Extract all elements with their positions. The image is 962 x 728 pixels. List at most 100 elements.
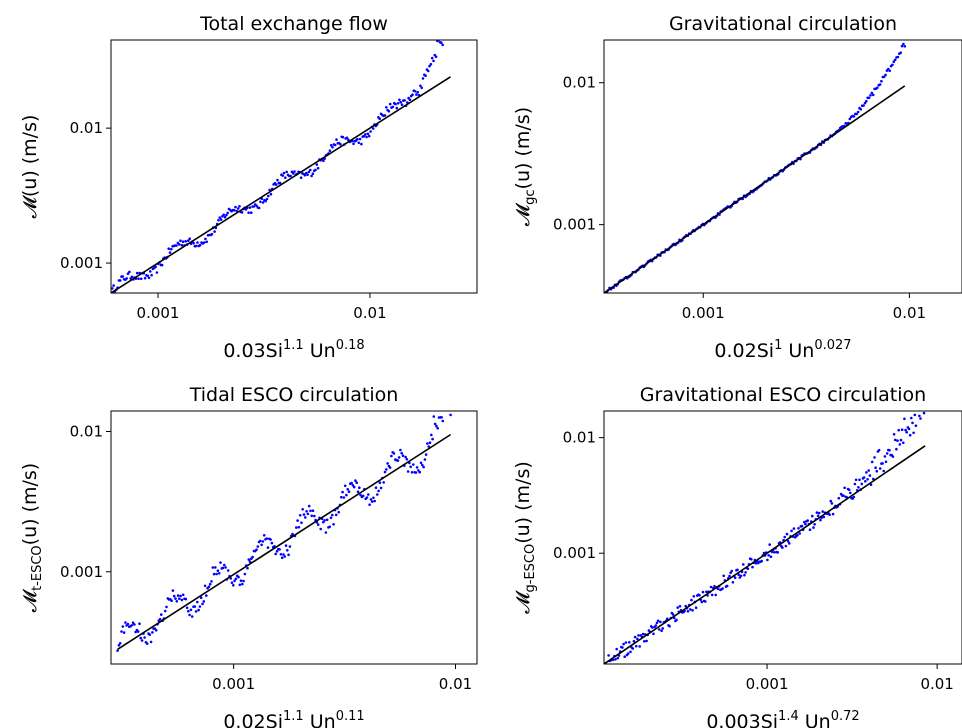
data-point <box>284 544 288 547</box>
data-point <box>385 468 388 471</box>
data-point <box>852 115 856 118</box>
data-point <box>449 18 452 21</box>
data-point <box>411 93 414 96</box>
y-label-symbol: 𝓜 <box>512 590 534 614</box>
data-point <box>822 515 826 519</box>
data-point <box>347 138 350 142</box>
data-point <box>410 471 414 474</box>
data-point <box>629 650 632 654</box>
data-point <box>246 566 249 570</box>
data-point <box>796 533 799 537</box>
data-point <box>633 635 637 639</box>
fit-line <box>111 76 451 293</box>
data-point <box>705 590 708 594</box>
data-point <box>345 493 348 497</box>
data-point <box>445 396 448 399</box>
data-point <box>311 172 315 175</box>
data-point <box>786 540 790 543</box>
data-point <box>122 631 126 634</box>
data-point <box>739 574 743 578</box>
data-point <box>876 86 879 90</box>
data-point <box>309 509 312 513</box>
data-point <box>432 59 435 63</box>
data-point <box>341 135 345 139</box>
data-point <box>856 110 860 114</box>
data-point <box>192 241 195 245</box>
data-point <box>296 519 299 522</box>
data-point <box>716 587 720 591</box>
data-point <box>267 194 270 198</box>
data-point <box>783 535 786 539</box>
data-point <box>117 644 121 647</box>
data-point <box>111 287 114 290</box>
data-point <box>800 524 804 528</box>
data-point <box>860 482 864 486</box>
y-tick-label: 0.001 <box>60 254 103 272</box>
data-point <box>804 522 807 526</box>
data-point <box>429 62 433 66</box>
data-point <box>714 593 717 597</box>
data-point <box>238 205 241 208</box>
y-label-subscript: gc <box>523 189 538 204</box>
data-point <box>250 211 253 214</box>
data-point <box>345 136 349 140</box>
data-point <box>118 279 122 282</box>
data-point <box>373 499 377 503</box>
data-point <box>919 417 922 420</box>
data-point <box>388 466 392 469</box>
x-label-part: Un <box>304 711 336 728</box>
data-point <box>281 174 285 177</box>
data-point <box>847 488 851 492</box>
data-point <box>213 230 216 233</box>
data-point <box>399 100 403 104</box>
data-point <box>362 134 366 138</box>
data-point <box>369 130 372 133</box>
data-point <box>742 563 745 566</box>
data-point <box>829 499 833 503</box>
data-point <box>133 623 136 626</box>
data-point <box>300 521 303 524</box>
data-point <box>257 206 261 210</box>
data-point <box>354 479 357 482</box>
data-point <box>424 74 427 77</box>
y-tick-label: 0.01 <box>563 429 596 447</box>
data-point <box>302 513 306 516</box>
data-point <box>160 613 163 616</box>
data-point <box>888 69 891 73</box>
y-axis-label: 𝓜t-ESCO(u) (m/s) <box>19 463 45 612</box>
data-point <box>234 577 238 581</box>
data-point <box>870 91 874 95</box>
data-point <box>908 433 912 437</box>
data-point <box>859 108 863 111</box>
data-point <box>710 593 714 597</box>
data-point <box>143 636 146 639</box>
data-point <box>911 421 914 425</box>
data-point <box>346 488 350 491</box>
axes-frame <box>603 39 962 294</box>
data-point <box>205 594 208 597</box>
data-point <box>188 237 191 240</box>
data-point <box>286 549 289 552</box>
data-point <box>332 523 335 526</box>
data-point <box>444 24 447 27</box>
data-point <box>852 495 856 499</box>
data-point <box>869 483 873 487</box>
data-point <box>285 170 289 174</box>
data-point <box>282 553 285 556</box>
data-point <box>194 244 198 248</box>
data-point <box>265 537 269 540</box>
data-point <box>398 98 401 102</box>
data-point <box>112 284 115 287</box>
data-point <box>185 606 189 610</box>
data-point <box>449 413 452 417</box>
data-point <box>383 470 387 474</box>
data-point <box>222 213 225 217</box>
data-point <box>694 606 698 609</box>
data-point <box>158 617 162 621</box>
data-point <box>138 622 141 625</box>
data-point <box>265 197 269 201</box>
x-tick-label: 0.001 <box>682 304 725 322</box>
data-point <box>365 135 368 139</box>
data-point <box>722 574 725 578</box>
data-point <box>614 658 617 661</box>
